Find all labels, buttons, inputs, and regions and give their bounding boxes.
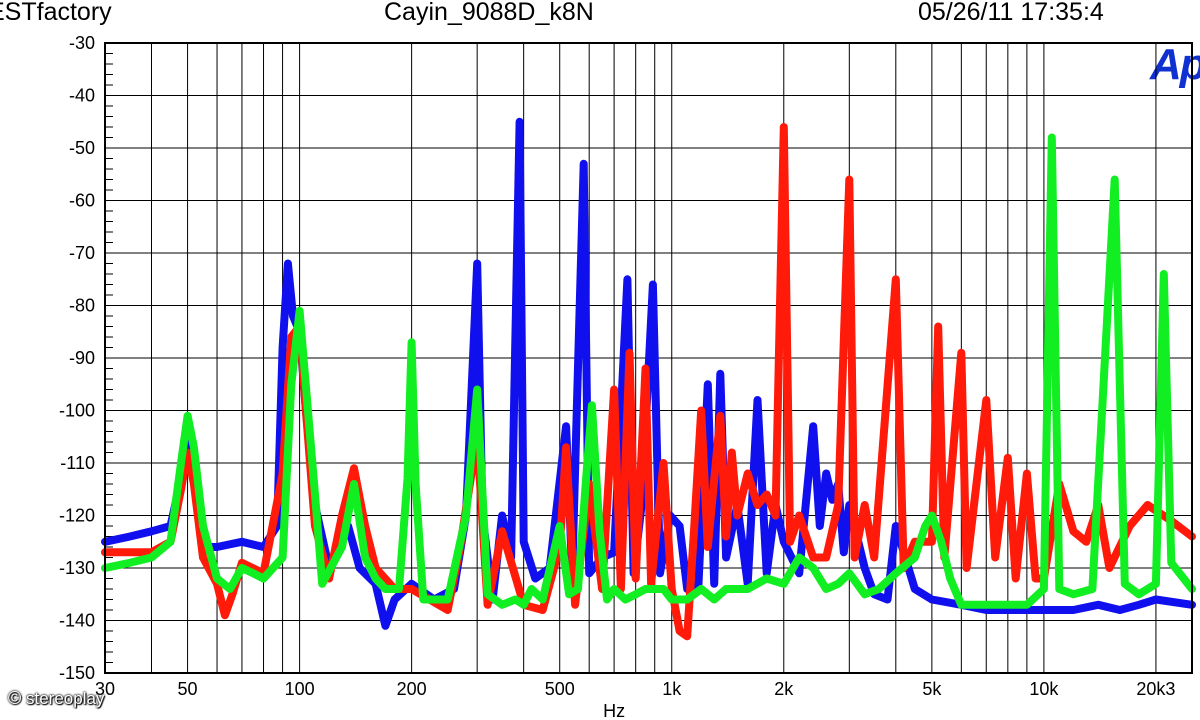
header-timestamp: 05/26/11 17:35:4 bbox=[918, 0, 1104, 26]
x-axis-ticks: 30 50 100 200 500 1k 2k 5k 10k 20k3 bbox=[95, 679, 1175, 699]
header-software-name: ESTfactory bbox=[0, 0, 112, 26]
header-measurement-title: Cayin_9088D_k8N bbox=[384, 0, 594, 26]
x-tick-label: 100 bbox=[285, 679, 315, 699]
x-tick-label: 1k bbox=[662, 679, 682, 699]
x-tick-label: 2k bbox=[774, 679, 794, 699]
y-tick-label: -70 bbox=[69, 243, 95, 263]
y-tick-label: -80 bbox=[69, 296, 95, 316]
y-tick-label: -60 bbox=[69, 191, 95, 211]
x-tick-label: 200 bbox=[397, 679, 427, 699]
copyright-credit: © stereoplay bbox=[8, 688, 104, 709]
plot-border bbox=[104, 42, 1193, 674]
y-tick-label: -150 bbox=[59, 663, 95, 683]
y-tick-label: -130 bbox=[59, 558, 95, 578]
y-tick-label: -100 bbox=[59, 401, 95, 421]
x-tick-label: 20k3 bbox=[1136, 679, 1175, 699]
series-line-3 bbox=[101, 133, 1196, 609]
y-tick-label: -140 bbox=[59, 611, 95, 631]
credit-text: stereoplay bbox=[26, 689, 105, 708]
x-tick-label: 50 bbox=[178, 679, 198, 699]
x-tick-label: 5k bbox=[922, 679, 942, 699]
x-tick-label: 10k bbox=[1029, 679, 1059, 699]
x-axis-label: Hz bbox=[603, 701, 625, 720]
series-line-2 bbox=[101, 123, 1196, 641]
y-tick-label: -110 bbox=[60, 453, 95, 473]
x-tick-label: 30 bbox=[95, 679, 115, 699]
y-tick-label: -120 bbox=[59, 506, 95, 526]
x-tick-label: 500 bbox=[545, 679, 575, 699]
y-tick-label: -40 bbox=[69, 86, 95, 106]
y-axis-ticks: -30 -40 -50 -60 -70 -80 -90 -100 -110 -120 -130 -14… bbox=[59, 33, 95, 683]
y-tick-label: -90 bbox=[69, 348, 95, 368]
y-tick-label: -30 bbox=[69, 33, 95, 53]
plot-frame bbox=[104, 42, 1193, 674]
y-tick-label: -50 bbox=[69, 138, 95, 158]
series-group bbox=[101, 117, 1196, 641]
copyright-icon: © bbox=[8, 688, 22, 708]
